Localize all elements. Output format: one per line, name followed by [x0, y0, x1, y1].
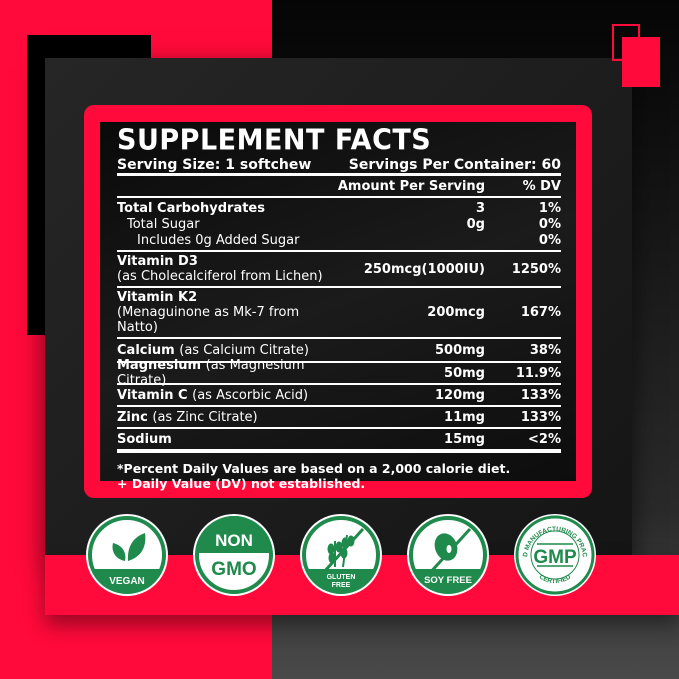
nutrient-dv: 0% — [538, 216, 561, 232]
badge-label-bottom: GMO — [211, 559, 256, 580]
leaf-icon — [112, 533, 146, 561]
nutrient-name: Magnesium — [117, 358, 202, 373]
gmp-seal-icon: GMP — [533, 547, 577, 568]
badge-label: GLUTEN — [327, 574, 356, 581]
nutrient-amount: 250mcg(1000IU) — [363, 261, 485, 277]
nutrient-source: (as Cholecalciferol from Lichen) — [117, 269, 323, 284]
footnotes: *Percent Daily Values are based on a 2,0… — [117, 461, 561, 491]
nutrient-dv: <2% — [528, 431, 561, 447]
table-row: Zinc (as Zinc Citrate) 11mg 133% — [117, 407, 561, 429]
nutrient-source: (as Calcium Citrate) — [179, 342, 309, 358]
nutrient-amount: 0g — [466, 216, 485, 232]
nutrient-dv: 0% — [538, 232, 561, 248]
nutrient-source: (as Zinc Citrate) — [152, 409, 258, 425]
nutrient-name: Includes 0g Added Sugar — [137, 232, 300, 248]
table-row-carbs: Total Carbohydrates 3 1% Total Sugar 0g 0% I… — [117, 198, 561, 252]
serving-size: Serving Size: 1 softchew — [117, 156, 312, 173]
nutrient-source: (Menaguinone as Mk-7 from Natto) — [117, 305, 300, 335]
header-amount: Amount Per Serving — [337, 178, 485, 194]
gmp-ring-bottom: CERTIFIED — [538, 573, 573, 585]
badge-label-top: NON — [215, 531, 253, 550]
nutrient-dv: 133% — [520, 387, 561, 403]
table-row: Vitamin K2 (Menaguinone as Mk-7 from Natt… — [117, 288, 561, 339]
nutrient-name: Vitamin D3 — [117, 254, 198, 269]
supplement-facts-label: SUPPLEMENT FACTS Serving Size: 1 softche… — [84, 105, 592, 498]
facts-title: SUPPLEMENT FACTS — [117, 124, 432, 157]
nutrient-name: Zinc — [117, 409, 148, 425]
badge-label: SOY FREE — [424, 575, 472, 586]
header-dv: % DV — [522, 178, 561, 194]
serving-info: Serving Size: 1 softchew Servings Per Co… — [117, 156, 561, 176]
table-row: Sodium 15mg <2% — [117, 429, 561, 453]
footnote-dv: *Percent Daily Values are based on a 2,0… — [117, 461, 511, 476]
nutrient-name: Vitamin K2 — [117, 290, 198, 305]
nutrient-name: Calcium — [117, 342, 175, 358]
nutrient-amount: 120mg — [435, 387, 485, 403]
table-row: Calcium (as Calcium Citrate) 500mg 38% — [117, 339, 561, 363]
nutrient-dv: 167% — [520, 305, 561, 320]
nutrient-dv: 11.9% — [515, 365, 561, 381]
nutrient-source: (as Ascorbic Acid) — [192, 387, 309, 403]
nutrient-name: Total Sugar — [127, 216, 200, 232]
nutrient-name: Vitamin C — [117, 387, 188, 403]
nutrient-amount: 11mg — [444, 409, 485, 425]
table-row: Magnesium (as Magnesium Citrate) 50mg 11.… — [117, 358, 561, 388]
nutrient-name: Total Carbohydrates — [117, 200, 265, 216]
nutrient-dv: 38% — [529, 342, 561, 358]
wheat-crossed-icon — [321, 527, 365, 575]
table-row: Vitamin D3 (as Cholecalciferol from Liche… — [117, 252, 561, 288]
nutrient-amount: 3 — [475, 200, 485, 216]
gluten-free-badge: GLUTEN FREE — [300, 514, 382, 596]
badge-label: VEGAN — [109, 576, 145, 587]
nutrient-amount: 200mcg — [427, 305, 485, 320]
gmp-badge: GOOD MANUFACTURING PRACTICE CERTIFIED GM… — [513, 513, 596, 596]
svg-text:CERTIFIED: CERTIFIED — [538, 573, 573, 585]
nutrient-dv: 1250% — [511, 261, 561, 277]
servings-per-container: Servings Per Container: 60 — [348, 156, 561, 173]
footnote-not-established: + Daily Value (DV) not established. — [117, 476, 366, 491]
soybean-crossed-icon — [426, 527, 472, 577]
soy-free-badge: SOY FREE — [407, 514, 489, 596]
nutrient-dv: 1% — [538, 200, 561, 216]
nutrient-name: Sodium — [117, 431, 172, 447]
decorative-square-filled — [622, 37, 660, 87]
nutrient-amount: 500mg — [435, 342, 485, 358]
nutrient-amount: 50mg — [444, 365, 485, 381]
non-gmo-badge: NON GMO — [193, 514, 275, 596]
badge-label-2: FREE — [332, 582, 351, 589]
vegan-badge: VEGAN — [86, 514, 168, 596]
nutrient-source: (as Magnesium Citrate) — [117, 358, 305, 388]
nutrient-amount: 15mg — [444, 431, 485, 447]
column-headers: Amount Per Serving % DV — [117, 176, 561, 198]
table-row: Vitamin C (as Ascorbic Acid) 120mg 133% — [117, 385, 561, 407]
nutrient-dv: 133% — [520, 409, 561, 425]
